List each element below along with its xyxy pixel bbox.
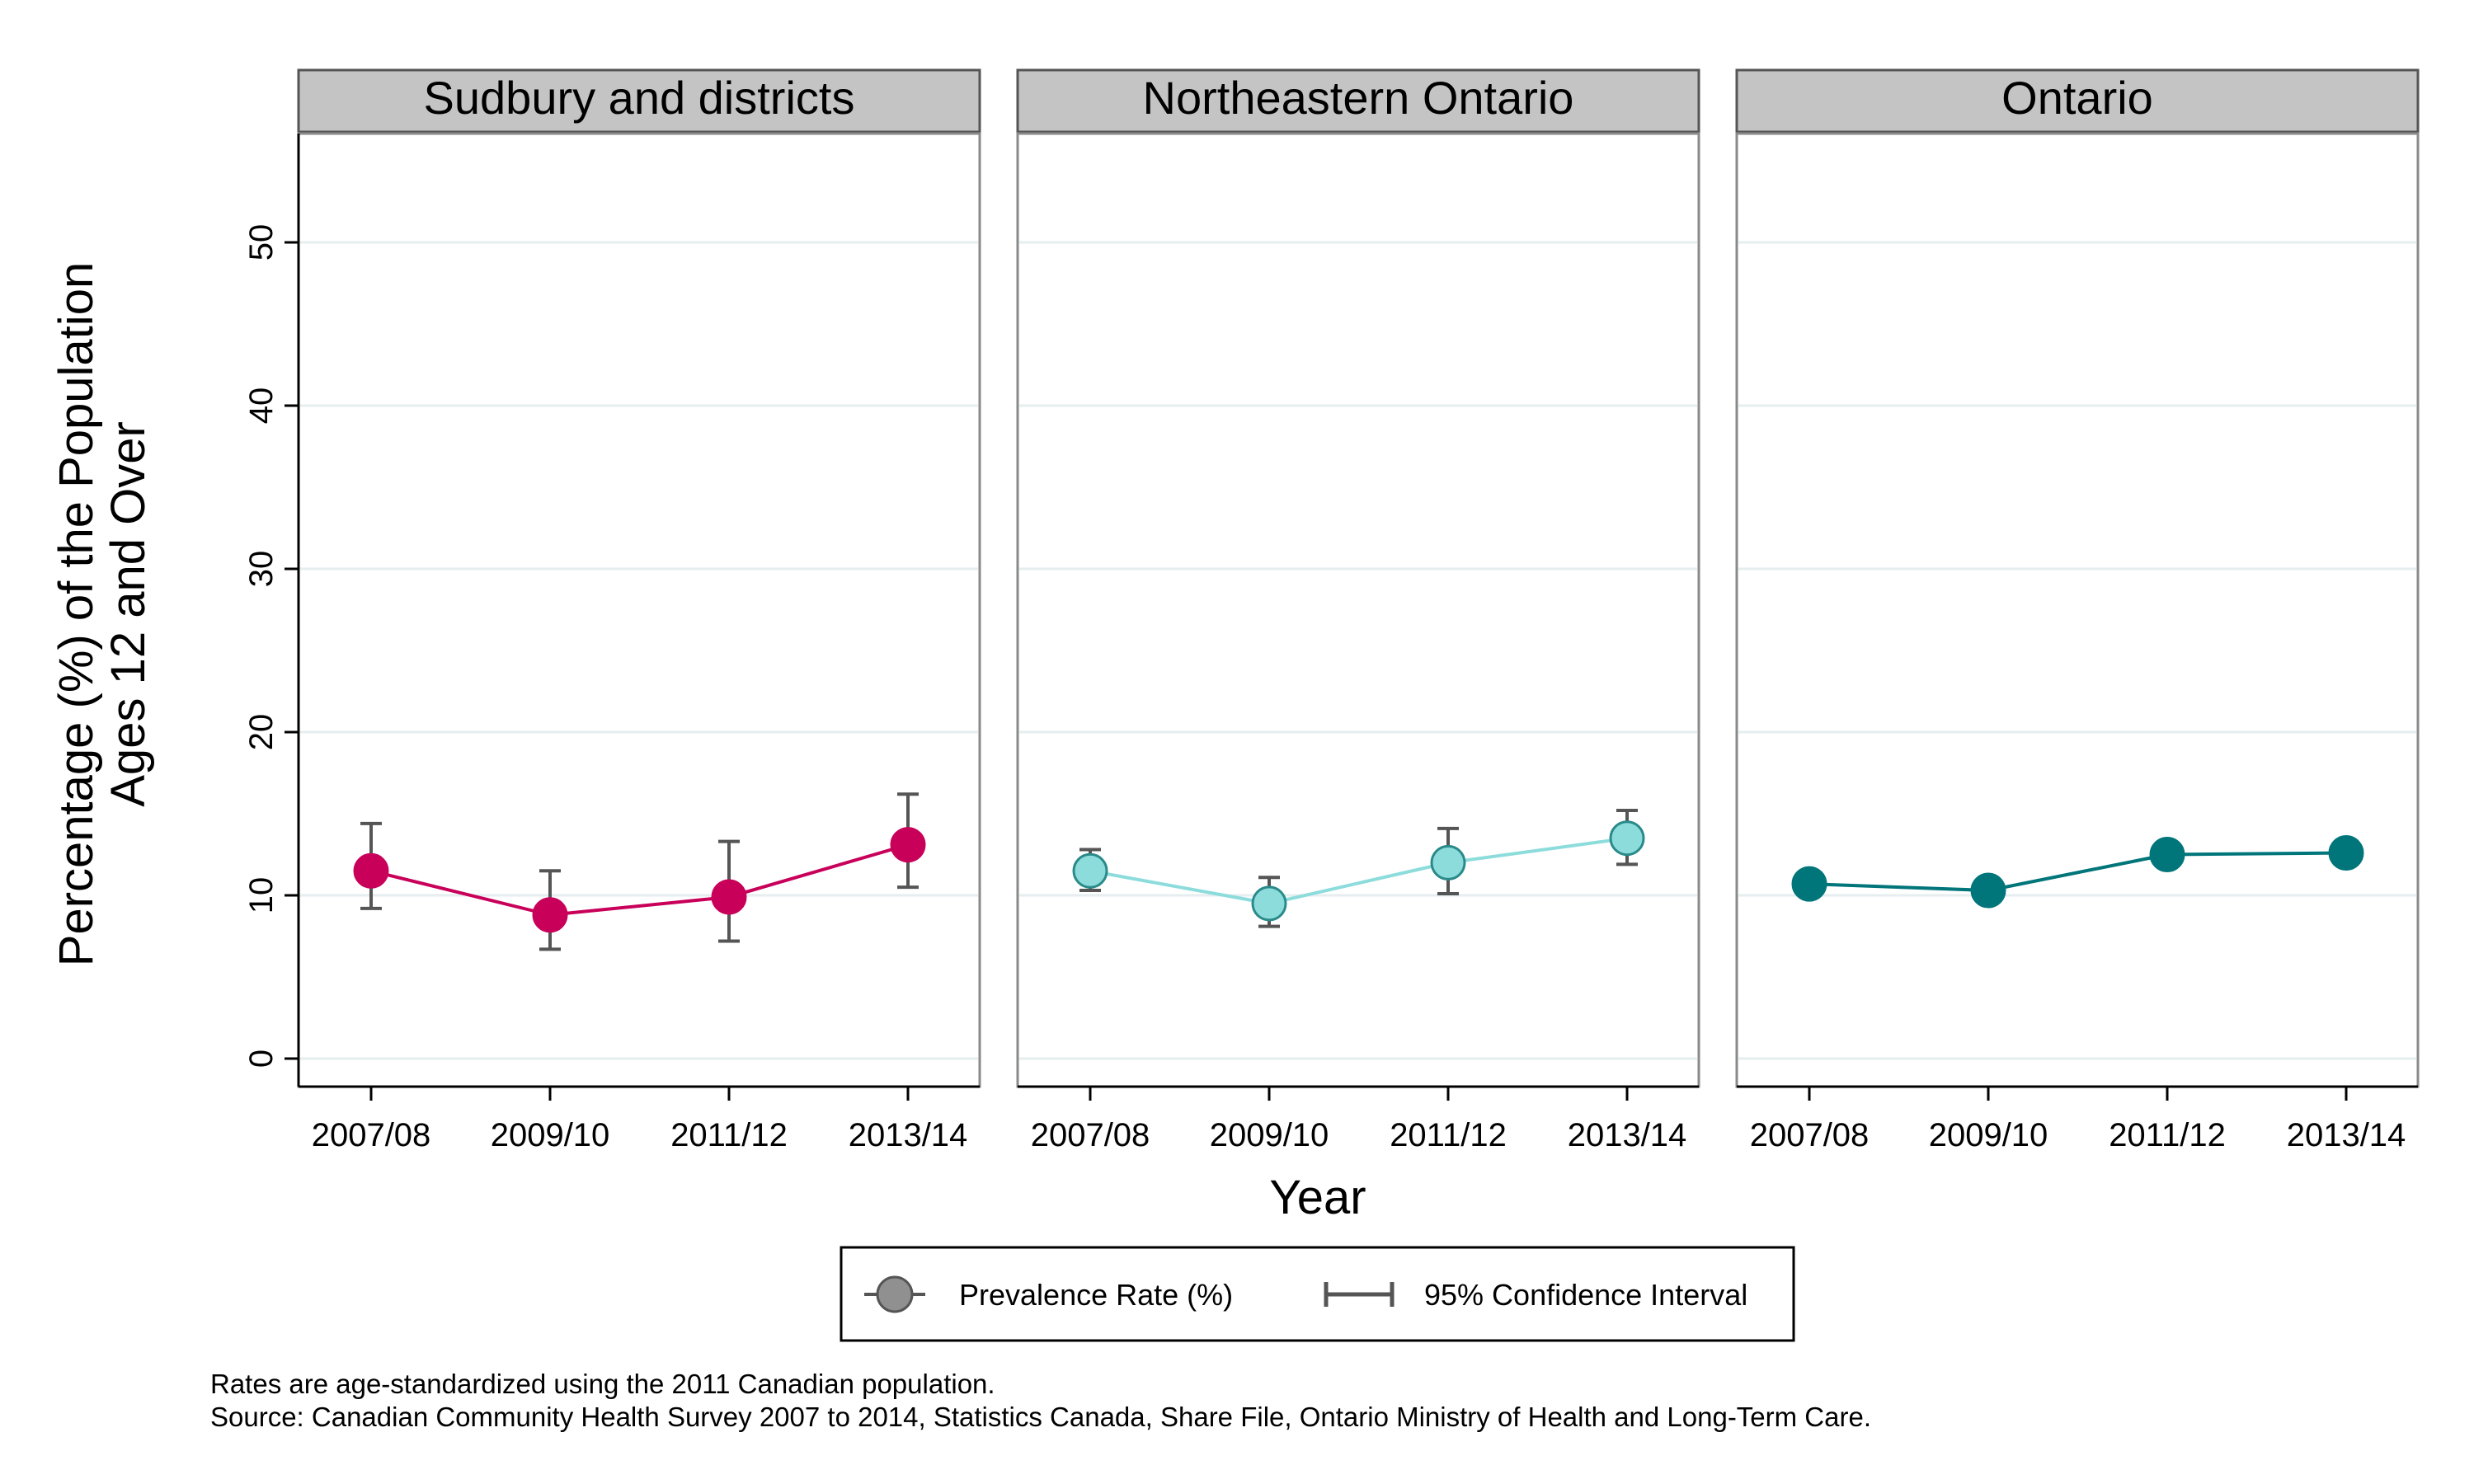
panels-layer: Sudbury and districts 2007/08 2009/10 2011/…: [243, 68, 2420, 1153]
y-tick-label: 30: [243, 551, 280, 588]
y-axis-title-line-2: Ages 12 and Over: [101, 421, 155, 807]
y-tick-label: 40: [243, 387, 280, 425]
legend-box: [840, 1246, 1795, 1342]
note-age-standardized: Rates are age-standardized using the 201…: [210, 1369, 995, 1399]
panel-3-series-line: [1808, 851, 2347, 893]
panel-2-series-line: [1089, 836, 1628, 905]
legend-rate-label: Prevalence Rate (%): [959, 1278, 1233, 1312]
panel-2-x-tick-label: 2007/08: [1031, 1117, 1150, 1153]
panel-1-x-tick-label: 2011/12: [670, 1117, 788, 1153]
y-axis-title-line-1: Percentage (%) of the Population: [49, 262, 103, 966]
panel-1-plot-area: [297, 132, 981, 1088]
panel-1-header: [297, 68, 981, 134]
panel-1-title: Sudbury and districts: [424, 72, 855, 124]
y-tick-label: 50: [243, 224, 280, 261]
panel-2-point: [1251, 885, 1287, 922]
panel-1-point: [890, 827, 926, 863]
panel-3-plot-area: [1735, 132, 2420, 1088]
panel-3-point: [2149, 837, 2185, 872]
y-tick-label: 10: [243, 877, 280, 914]
panel-1-x-tick-label: 2007/08: [312, 1117, 431, 1153]
panel-1-point: [711, 879, 747, 915]
panel-2-point: [1609, 820, 1645, 857]
panel-2-x-tick-label: 2009/10: [1210, 1117, 1329, 1153]
panel-3-x-tick-label: 2009/10: [1929, 1117, 2048, 1153]
panel-2-header: [1016, 68, 1700, 134]
panel-3-x-tick-label: 2007/08: [1750, 1117, 1870, 1153]
legend-rate-marker: [876, 1275, 914, 1313]
panel-3-point: [2328, 835, 2364, 871]
panel-2-title: Northeastern Ontario: [1143, 72, 1574, 124]
y-tick-label: 20: [243, 714, 280, 751]
panel-2-plot-area: [1016, 132, 1700, 1088]
panel-2-x-tick-label: 2013/14: [1568, 1117, 1687, 1153]
panel-3-point: [1970, 872, 2006, 909]
note-source: Source: Canadian Community Health Survey…: [210, 1402, 1871, 1432]
panel-3-x-tick-label: 2013/14: [2287, 1117, 2406, 1153]
legend: Prevalence Rate (%) 95% Confidence Inter…: [840, 1246, 1795, 1342]
x-axis-title: Year: [1269, 1171, 1366, 1224]
panel-2-x-tick-label: 2011/12: [1390, 1117, 1507, 1153]
panel-3-header: [1735, 68, 2420, 134]
panel-1-x-tick-label: 2013/14: [849, 1117, 968, 1153]
panel-2-point: [1072, 852, 1108, 889]
panel-3-x-tick-label: 2011/12: [2109, 1117, 2226, 1153]
panel-1-point: [353, 852, 389, 889]
legend-ci-label: 95% Confidence Interval: [1424, 1278, 1747, 1312]
panel-1-x-tick-label: 2009/10: [491, 1117, 610, 1153]
panel-3-title: Ontario: [2001, 72, 2153, 124]
y-tick-label: 0: [243, 1050, 280, 1068]
panel-1-point: [532, 897, 568, 933]
panel-3-point: [1791, 866, 1827, 902]
panel-1-series-line: [370, 843, 909, 917]
panel-2-point: [1430, 844, 1466, 881]
